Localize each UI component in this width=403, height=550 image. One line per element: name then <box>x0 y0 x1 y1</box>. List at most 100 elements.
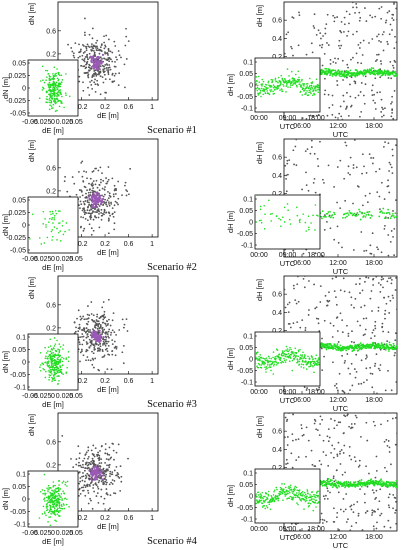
inset-height-point <box>274 355 277 358</box>
full-solution-point <box>86 317 89 320</box>
full-solution-point <box>339 105 342 108</box>
full-solution-point <box>115 56 117 59</box>
full-solution-point <box>86 485 89 488</box>
full-solution-point <box>101 214 104 217</box>
full-solution-point <box>375 455 378 458</box>
inset-height-point <box>301 78 303 81</box>
x-tick-label: 00:00 <box>250 115 268 122</box>
full-solution-point <box>297 438 300 441</box>
vertical-inset-plot <box>254 194 321 250</box>
selected-point <box>91 470 94 473</box>
inset-height-point <box>272 373 275 375</box>
inset-height-point <box>263 363 265 366</box>
inset-point <box>52 90 55 92</box>
inset-point <box>58 351 61 353</box>
inset-height-point <box>299 218 301 221</box>
inset-height-point <box>281 350 284 352</box>
inset-point <box>57 231 60 234</box>
x-axis-label: dE [m] <box>97 248 119 257</box>
y-tick-label: 0.05 <box>12 198 26 205</box>
full-solution-point <box>390 77 393 80</box>
full-solution-point <box>327 440 330 443</box>
full-solution-point <box>305 455 307 458</box>
inset-height-point <box>300 84 303 86</box>
inset-point <box>51 359 54 361</box>
inset-point <box>52 347 55 349</box>
full-solution-point <box>366 201 369 204</box>
inset-height-point <box>256 351 259 354</box>
full-solution-point <box>322 495 325 498</box>
full-solution-point <box>74 330 77 333</box>
full-solution-point <box>315 388 318 391</box>
inset-point <box>55 212 58 215</box>
inset-point <box>56 88 59 91</box>
full-solution-point <box>89 463 92 466</box>
inset-point <box>58 360 60 363</box>
outlier-point <box>107 298 110 301</box>
full-solution-point <box>377 53 380 56</box>
full-solution-point <box>111 177 114 180</box>
full-solution-point <box>91 457 94 460</box>
inset-height-point <box>313 371 315 374</box>
full-solution-point <box>290 45 292 48</box>
inset-point <box>60 504 63 506</box>
full-solution-point <box>100 495 103 498</box>
full-solution-point <box>105 483 108 486</box>
full-solution-point <box>106 64 109 66</box>
full-solution-point <box>355 6 358 9</box>
x-axis-label: UTC <box>280 396 296 405</box>
inset-point <box>54 519 56 522</box>
selected-height-point <box>393 344 395 347</box>
full-solution-point <box>315 306 318 309</box>
inset-height-point <box>275 358 277 360</box>
inset-point <box>47 511 50 514</box>
inset-height-point <box>282 361 285 364</box>
full-solution-point <box>391 417 394 420</box>
full-solution-point <box>392 507 394 510</box>
inset-height-point <box>309 84 311 87</box>
full-solution-point <box>74 42 77 45</box>
full-solution-point <box>326 487 329 490</box>
full-solution-point <box>321 522 324 524</box>
y-tick-label: 0.6 <box>46 302 56 309</box>
full-solution-point <box>92 180 95 182</box>
full-solution-point <box>374 498 377 500</box>
selected-height-point <box>355 69 358 71</box>
full-solution-point <box>113 80 116 83</box>
inset-point <box>57 362 60 364</box>
inset-point <box>50 218 53 221</box>
inset-point <box>51 210 54 213</box>
full-solution-point <box>89 482 92 485</box>
inset-point <box>68 356 70 358</box>
inset-point <box>53 217 55 219</box>
full-solution-point <box>102 340 105 343</box>
full-solution-point <box>95 216 98 219</box>
outlier-point <box>81 329 84 331</box>
inset-height-points <box>255 345 320 375</box>
inset-height-point <box>306 90 308 92</box>
full-solution-point <box>83 209 86 212</box>
selected-point <box>87 195 91 198</box>
full-solution-point <box>378 500 381 503</box>
selected-height-point <box>346 74 348 77</box>
inset-point <box>59 210 61 212</box>
full-solution-point <box>101 187 104 190</box>
y-tick-label: -0.05 <box>237 368 253 375</box>
full-solution-point <box>341 473 344 476</box>
full-solution-point <box>108 318 110 321</box>
selected-point <box>93 206 96 209</box>
full-solution-point <box>106 493 109 496</box>
inset-point <box>58 369 60 372</box>
x-axis-label: dE [m] <box>42 400 64 409</box>
full-solution-point <box>79 55 81 58</box>
selected-height-point <box>346 212 349 215</box>
full-solution-point <box>97 481 100 484</box>
full-solution-point <box>111 471 114 474</box>
full-solution-point <box>98 184 101 186</box>
y-tick-label: 0.1 <box>243 197 253 204</box>
inset-height-point <box>261 78 264 81</box>
inset-point <box>56 366 59 369</box>
full-solution-point <box>360 231 363 233</box>
inset-height-point <box>312 85 315 87</box>
y-tick-label: 0 <box>249 220 253 227</box>
